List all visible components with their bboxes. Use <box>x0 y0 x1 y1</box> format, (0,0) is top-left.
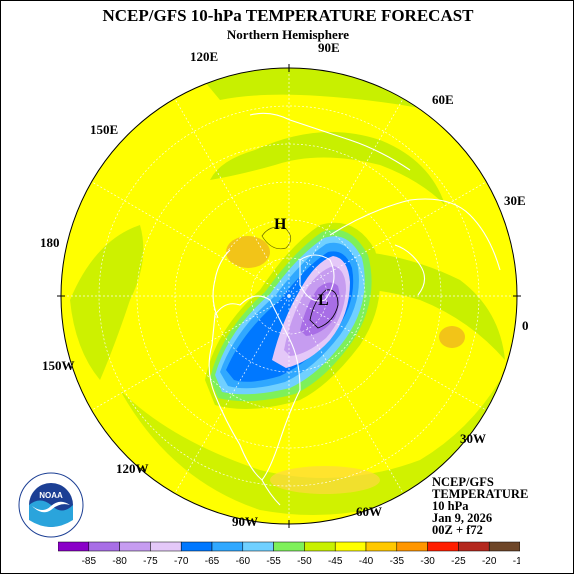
colorbar-label: -35 <box>390 556 405 567</box>
lon-label-0: 0 <box>522 318 529 333</box>
coast-greenland <box>299 254 335 302</box>
info-valid-time: 00Z + f72 <box>432 523 483 537</box>
coast-alaska <box>212 249 231 319</box>
lon-label-30e: 30E <box>504 193 526 208</box>
warm-patch-east <box>439 326 465 348</box>
colorbar-swatch <box>88 541 120 552</box>
colorbar-label: -15 <box>513 556 520 567</box>
colorbar-labels: -85 -80 -75 -70 -65 -60 -55 -50 -45 -40 -35 -30 -25 -… <box>82 556 520 567</box>
colorbar-swatch <box>180 541 213 552</box>
info-date: Jan 9, 2026 <box>432 511 493 525</box>
noaa-logo: NOAA <box>18 472 84 538</box>
logo-text: NOAA <box>39 491 63 500</box>
colorbar-label: -20 <box>482 556 497 567</box>
colorbar-swatch <box>396 541 428 552</box>
coast-eurasia-north <box>329 198 501 271</box>
colorbar-label: -80 <box>112 556 127 567</box>
colorbar-swatch <box>304 541 336 552</box>
lon-label-90e: 90E <box>318 40 340 55</box>
high-pressure-label: H <box>274 216 287 233</box>
coast-asia-east <box>249 112 411 171</box>
colorbar-swatch <box>211 541 244 552</box>
map-title: NCEP/GFS 10-hPa TEMPERATURE FORECAST <box>102 6 474 25</box>
lon-label-180: 180 <box>40 235 60 250</box>
colorbar-label: -55 <box>266 556 281 567</box>
field-green-top <box>205 68 430 110</box>
colorbar-label: -30 <box>420 556 435 567</box>
forecast-info: NCEP/GFS TEMPERATURE 10 hPa Jan 9, 2026 … <box>432 475 529 537</box>
colorbar-swatch <box>334 541 367 552</box>
low-pressure-label: L <box>318 292 329 309</box>
lon-label-120w: 120W <box>116 461 149 476</box>
warm-patch-south <box>270 466 380 494</box>
colorbar-label: -45 <box>328 556 343 567</box>
lon-label-60w: 60W <box>356 504 382 519</box>
logo-wing <box>32 501 70 513</box>
colorbar-label: -50 <box>297 556 312 567</box>
colorbar-swatch <box>427 541 459 552</box>
colorbar-swatch <box>365 541 398 552</box>
meridians <box>61 68 517 524</box>
contour-high <box>261 226 292 250</box>
colorbar-label: -60 <box>236 556 251 567</box>
lon-label-150w: 150W <box>42 358 75 373</box>
map-subtitle: Northern Hemisphere <box>226 27 350 42</box>
info-level: 10 hPa <box>432 499 469 513</box>
coast-central-america <box>261 479 281 506</box>
colorbar-swatch <box>458 541 490 552</box>
colorbar-label: -65 <box>205 556 220 567</box>
coast-europe <box>394 244 426 296</box>
colorbar-swatch <box>150 541 182 552</box>
info-variable: TEMPERATURE <box>432 487 529 501</box>
field-green-left <box>70 225 144 380</box>
colorbar-label: -40 <box>359 556 374 567</box>
colorbar-boxes <box>58 541 520 552</box>
colorbar-label: -25 <box>451 556 466 567</box>
lon-label-60e: 60E <box>432 92 454 107</box>
lon-label-90w: 90W <box>232 514 258 529</box>
colorbar-label: -85 <box>82 556 97 567</box>
colorbar-swatch <box>242 541 274 552</box>
coast-north-america <box>208 295 301 481</box>
logo-seagull <box>29 500 73 527</box>
info-model: NCEP/GFS <box>432 475 494 489</box>
lon-label-120e: 120E <box>190 49 219 64</box>
colorbar-swatch <box>119 541 151 552</box>
lon-label-30w: 30W <box>460 431 486 446</box>
coastlines <box>208 112 501 506</box>
colorbar-label: -70 <box>174 556 189 567</box>
colorbar-label: -75 <box>143 556 158 567</box>
contour-low <box>309 289 339 329</box>
edge-ticks <box>57 64 521 528</box>
lon-label-150e: 150E <box>90 122 119 137</box>
colorbar-swatch <box>273 541 305 552</box>
colorbar: -85 -80 -75 -70 -65 -60 -55 -50 -45 -40 -35 -30 -25 -… <box>58 541 520 567</box>
field-green-bottom <box>120 380 500 515</box>
field-green-arc <box>210 132 445 205</box>
colorbar-swatch <box>488 541 520 552</box>
colorbar-swatch <box>58 541 90 552</box>
